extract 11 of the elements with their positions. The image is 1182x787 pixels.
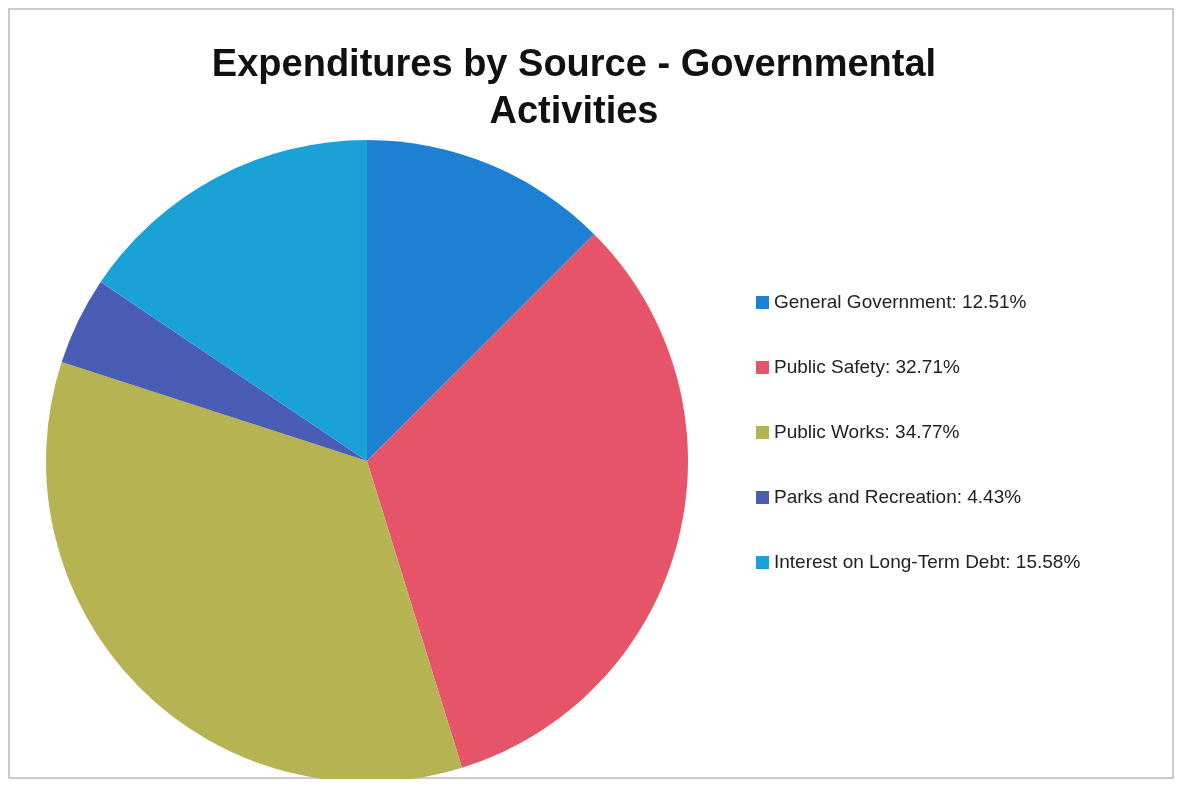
pie-slice xyxy=(367,140,595,461)
pie-slice xyxy=(61,281,367,461)
pie-slice xyxy=(100,140,367,461)
pie-slice xyxy=(46,362,462,779)
legend-label: Interest on Long-Term Debt: 15.58% xyxy=(774,551,1081,572)
legend-label: Public Safety: 32.71% xyxy=(774,356,960,377)
legend-label: Parks and Recreation: 4.43% xyxy=(774,486,1022,507)
chart-title: Expenditures by Source - Governmental Activities xyxy=(211,42,937,131)
legend-label: Public Works: 34.77% xyxy=(774,421,960,442)
pie-slice xyxy=(367,234,688,768)
legend-label: General Government: 12.51% xyxy=(774,291,1027,312)
